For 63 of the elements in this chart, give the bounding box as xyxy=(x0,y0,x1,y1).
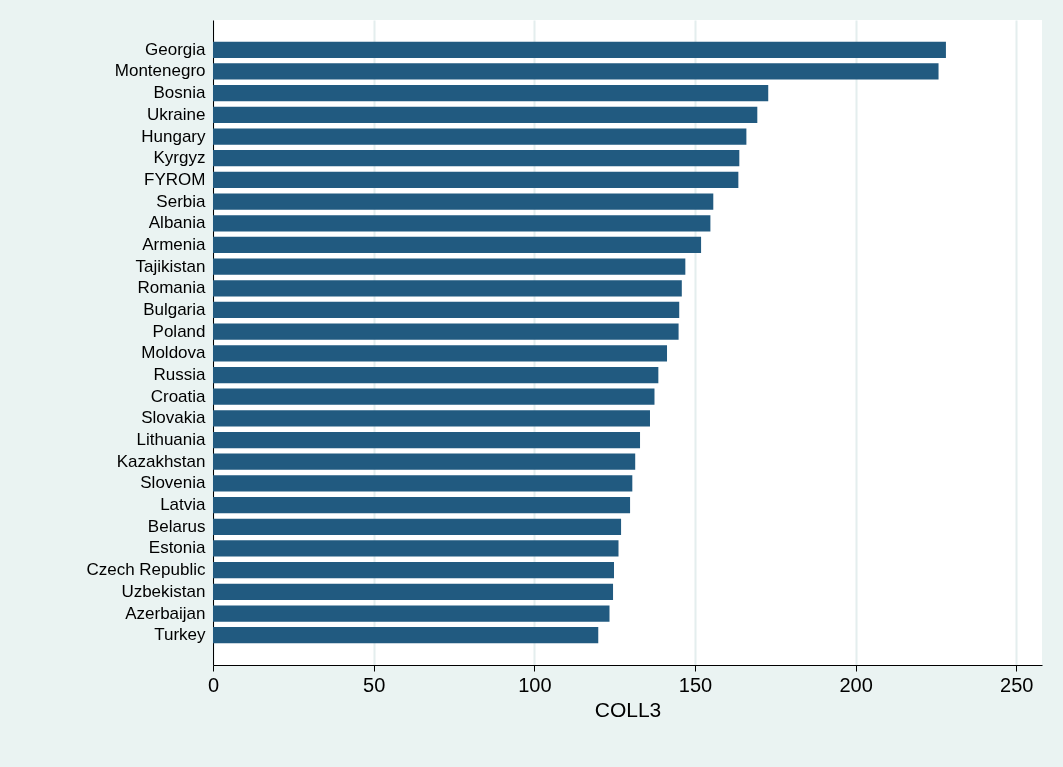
bar xyxy=(213,562,614,579)
x-tick-label: 0 xyxy=(207,673,220,696)
bar xyxy=(213,106,758,123)
y-tick-label: Belarus xyxy=(147,516,206,536)
y-tick-label: Estonia xyxy=(148,538,207,558)
y-tick-label: Turkey xyxy=(154,625,206,645)
bar xyxy=(213,605,610,622)
bar xyxy=(213,540,619,557)
bar xyxy=(213,453,636,470)
y-tick-label: Albania xyxy=(148,213,207,233)
bar xyxy=(213,280,682,297)
bar xyxy=(213,345,668,362)
y-tick-label: Serbia xyxy=(156,191,207,211)
y-tick-label: Czech Republic xyxy=(86,560,206,580)
y-tick-label: Bosnia xyxy=(153,83,207,103)
y-tick-label: Tajikistan xyxy=(135,256,206,276)
y-tick-label: Moldova xyxy=(141,343,207,363)
bar xyxy=(213,128,747,145)
bar xyxy=(213,518,622,535)
bar xyxy=(213,431,641,449)
y-tick-label: Bulgaria xyxy=(143,299,207,319)
bar xyxy=(213,301,680,319)
bar xyxy=(213,475,633,492)
x-tick-label: 250 xyxy=(1000,673,1034,696)
bar xyxy=(213,627,599,644)
y-tick-label: Montenegro xyxy=(114,61,206,81)
y-tick-label: Hungary xyxy=(141,126,206,146)
bar xyxy=(213,366,659,384)
y-tick-label: Armenia xyxy=(142,234,207,254)
y-tick-label: Georgia xyxy=(145,39,207,59)
bar xyxy=(213,236,702,254)
y-tick-label: Poland xyxy=(152,321,206,341)
y-tick-label: Kyrgyz xyxy=(153,148,206,168)
y-tick-label: Russia xyxy=(153,365,207,385)
y-tick-label: Kazakhstan xyxy=(116,451,206,471)
bar xyxy=(213,193,714,210)
bar xyxy=(213,215,711,232)
bar xyxy=(213,388,655,405)
x-tick-label: 150 xyxy=(678,673,713,696)
bar xyxy=(213,171,739,189)
y-tick-label: Slovakia xyxy=(141,408,207,428)
y-tick-label: FYROM xyxy=(144,169,206,189)
bar xyxy=(213,258,686,275)
x-axis-title: COLL3 xyxy=(594,697,662,721)
x-tick-label: 200 xyxy=(839,673,873,696)
bar xyxy=(213,496,631,514)
y-tick-label: Uzbekistan xyxy=(121,581,206,601)
y-tick-label: Romania xyxy=(137,278,207,298)
bar xyxy=(213,41,946,58)
bar xyxy=(213,410,650,427)
bar xyxy=(213,323,679,340)
bar xyxy=(213,85,769,102)
y-tick-label: Slovenia xyxy=(140,473,207,493)
y-tick-label: Lithuania xyxy=(136,430,207,450)
x-tick-label: 50 xyxy=(363,673,386,696)
bar xyxy=(213,150,740,167)
y-tick-label: Croatia xyxy=(150,386,207,406)
y-tick-label: Latvia xyxy=(160,495,207,515)
bar xyxy=(213,63,939,80)
y-tick-label: Azerbaijan xyxy=(125,603,206,623)
y-tick-label: Ukraine xyxy=(146,104,206,124)
bar xyxy=(213,583,614,600)
x-tick-label: 100 xyxy=(518,673,552,696)
